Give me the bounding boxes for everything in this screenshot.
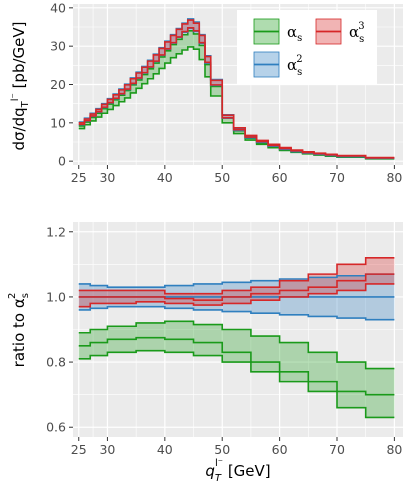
top-y-axis-title: dσ/dqTl⁻ [pb/GeV] bbox=[10, 22, 31, 151]
bottom-band-series-1 bbox=[78, 321, 395, 418]
legend-label-alpha-s2-base: α bbox=[287, 56, 297, 74]
bottom-band-series-3 bbox=[78, 257, 395, 307]
top-x-tick-label: 50 bbox=[214, 170, 230, 185]
legend-label-alpha-s3: αs 3 bbox=[349, 21, 365, 45]
bottom-line-series-3-mid bbox=[78, 273, 395, 301]
bottom-x-axis-title-sub: T bbox=[215, 473, 222, 484]
top-y-axis-title-units: [pb/GeV] bbox=[10, 22, 28, 94]
bottom-line-series-3-low bbox=[78, 283, 395, 308]
legend-label-alpha-s3-sup: 3 bbox=[358, 21, 364, 32]
bottom-line-series-3-high bbox=[78, 257, 395, 295]
top-y-axis-title-sub: T bbox=[20, 100, 31, 108]
legend-label-alpha-s-sub: s bbox=[297, 33, 302, 44]
top-y-tick-label: 0 bbox=[58, 154, 66, 169]
bottom-x-tick-label: 70 bbox=[329, 442, 345, 457]
legend: αs αs2 αs3 bbox=[237, 10, 377, 84]
bottom-y-tick-label: 0.6 bbox=[46, 420, 66, 435]
top-x-tick-label: 40 bbox=[157, 170, 173, 185]
top-y-tick-label: 30 bbox=[50, 39, 66, 54]
top-y-axis-title-sup: l⁻ bbox=[10, 93, 21, 101]
bottom-x-tick-label: 40 bbox=[157, 442, 173, 457]
top-x-tick-label: 25 bbox=[71, 170, 87, 185]
legend-label-alpha-s3-base: α bbox=[349, 23, 359, 41]
bottom-panel-x-ticks: 25 30 40 50 60 70 80 bbox=[71, 437, 402, 457]
bottom-x-axis-title-sup: l⁻ bbox=[215, 458, 223, 469]
bottom-x-axis-title: qTl⁻ [GeV] bbox=[205, 458, 270, 484]
bottom-y-axis-title-main: ratio to α bbox=[10, 298, 28, 367]
bottom-x-axis-title-units: [GeV] bbox=[223, 462, 271, 480]
bottom-panel-grid bbox=[73, 222, 403, 437]
bottom-y-axis-title-sup: 2 bbox=[7, 293, 18, 299]
bottom-y-tick-label: 1.2 bbox=[46, 224, 66, 239]
top-x-tick-label: 30 bbox=[99, 170, 115, 185]
bottom-line-series-2-low bbox=[78, 305, 395, 321]
top-y-tick-label: 10 bbox=[50, 115, 66, 130]
legend-label-alpha-s3-sub: s bbox=[359, 34, 364, 45]
top-x-tick-label: 70 bbox=[329, 170, 345, 185]
legend-label-alpha-s: αs bbox=[287, 23, 302, 44]
top-y-tick-label: 20 bbox=[50, 77, 66, 92]
top-panel-x-ticks: 25 30 40 50 60 70 80 bbox=[71, 165, 402, 185]
top-panel-bands bbox=[78, 18, 395, 160]
legend-label-alpha-s2: αs 2 bbox=[287, 54, 303, 78]
top-x-tick-label: 80 bbox=[386, 170, 402, 185]
bottom-x-tick-label: 50 bbox=[214, 442, 230, 457]
bottom-x-tick-label: 60 bbox=[272, 442, 288, 457]
top-y-tick-label: 40 bbox=[50, 0, 66, 15]
bottom-y-axis-title-sub: s bbox=[20, 293, 31, 298]
legend-label-alpha-s2-sub: s bbox=[297, 67, 302, 78]
top-panel-y-ticks: 0 10 20 30 40 bbox=[50, 0, 73, 169]
bottom-y-tick-label: 0.8 bbox=[46, 355, 66, 370]
legend-label-alpha-s2-sup: 2 bbox=[296, 54, 302, 65]
bottom-y-axis-title: ratio to αs2 bbox=[7, 293, 31, 368]
top-x-tick-label: 60 bbox=[272, 170, 288, 185]
bottom-y-tick-label: 1.0 bbox=[46, 289, 66, 304]
bottom-line-series-1-low bbox=[78, 349, 395, 419]
top-y-axis-title-main: dσ/dq bbox=[10, 107, 28, 150]
bottom-x-tick-label: 25 bbox=[71, 442, 87, 457]
bottom-panel-bands bbox=[78, 257, 395, 419]
bottom-x-tick-label: 30 bbox=[99, 442, 115, 457]
bottom-x-tick-label: 80 bbox=[386, 442, 402, 457]
bottom-x-axis-title-main: q bbox=[205, 462, 215, 480]
bottom-line-series-2-high bbox=[78, 273, 395, 288]
top-line-series-3-low bbox=[78, 26, 395, 159]
legend-label-alpha-s-base: α bbox=[287, 23, 297, 41]
bottom-line-series-1-high bbox=[78, 320, 395, 370]
bottom-panel-y-ticks: 0.6 0.8 1.0 1.2 bbox=[46, 224, 73, 435]
legend-box bbox=[237, 10, 377, 84]
bottom-line-series-1-mid bbox=[78, 336, 395, 396]
